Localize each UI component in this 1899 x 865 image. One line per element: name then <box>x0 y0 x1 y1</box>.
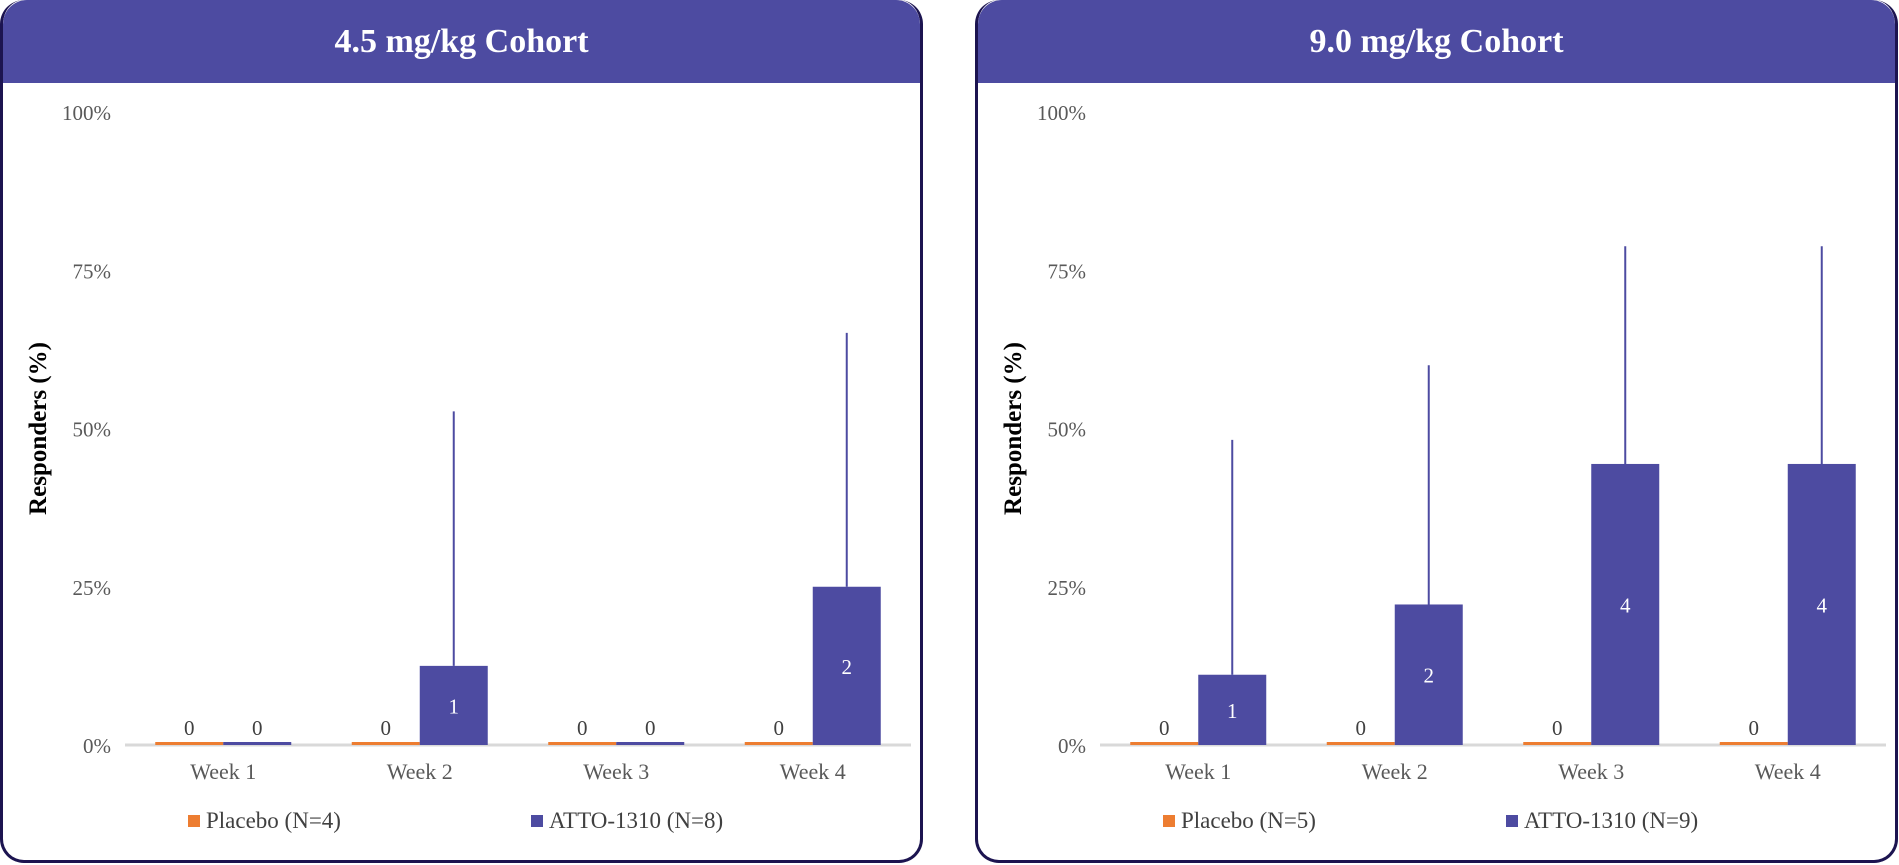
bar-treatment <box>1591 463 1660 745</box>
legend-item-placebo: Placebo (N=4) <box>188 808 341 834</box>
x-tick-label: Week 1 <box>1165 759 1231 784</box>
y-tick-label: 25% <box>1048 576 1087 600</box>
legend-item-treatment: ATTO-1310 (N=8) <box>531 808 723 834</box>
chart-title: 9.0 mg/kg Cohort <box>978 0 1895 83</box>
data-label: 0 <box>381 716 392 740</box>
data-label: 2 <box>1424 664 1435 688</box>
bar-placebo <box>1130 742 1199 745</box>
bar-placebo <box>744 742 813 745</box>
y-axis-title: Responders (%) <box>1000 342 1027 515</box>
legend-item-placebo: Placebo (N=5) <box>1163 808 1316 834</box>
y-tick-label: 50% <box>73 418 112 442</box>
y-tick-label: 50% <box>1048 418 1087 442</box>
bar-treatment <box>1198 674 1267 745</box>
data-label: 0 <box>774 716 785 740</box>
chart-title: 4.5 mg/kg Cohort <box>3 0 920 83</box>
x-tick-label: Week 4 <box>780 759 846 784</box>
data-label: 4 <box>1817 593 1828 617</box>
bar-placebo <box>351 742 420 745</box>
bar-treatment <box>223 742 292 745</box>
bar-treatment <box>419 665 488 745</box>
bar-placebo <box>1523 742 1592 745</box>
y-tick-label: 100% <box>62 101 111 125</box>
bar-treatment <box>812 586 881 745</box>
data-label: 0 <box>252 716 263 740</box>
bar-placebo <box>155 742 224 745</box>
legend-swatch-placebo <box>188 815 200 827</box>
bar-treatment <box>616 742 685 745</box>
legend-item-treatment: ATTO-1310 (N=9) <box>1506 808 1698 834</box>
bar-treatment <box>1394 604 1463 745</box>
data-label: 0 <box>1159 716 1170 740</box>
bar-placebo <box>1719 742 1788 745</box>
x-tick-label: Week 2 <box>387 759 453 784</box>
legend-label-treatment: ATTO-1310 (N=9) <box>1524 808 1699 833</box>
data-label: 0 <box>184 716 195 740</box>
chart-panel-right: 9.0 mg/kg Cohort Responders (%) 0% 25% 50% 7… <box>975 0 1898 863</box>
data-label: 0 <box>1356 716 1367 740</box>
legend-swatch-placebo <box>1163 815 1175 827</box>
y-tick-label: 100% <box>1037 101 1086 125</box>
data-label: 0 <box>1749 716 1760 740</box>
data-label: 0 <box>1552 716 1563 740</box>
chart-4-5-mgkg: Responders (%) 0% 25% 50% 75% 100% Week 1 0 0 Wee… <box>25 101 911 784</box>
legend-label-treatment: ATTO-1310 (N=8) <box>549 808 724 833</box>
legend-swatch-treatment <box>1506 815 1518 827</box>
bar-placebo <box>548 742 617 745</box>
chart-panel-left: 4.5 mg/kg Cohort Responders (%) 0% 25% 50% 7… <box>0 0 923 863</box>
bar-treatment <box>1787 463 1856 745</box>
x-tick-label: Week 1 <box>190 759 256 784</box>
legend-swatch-treatment <box>531 815 543 827</box>
data-label: 4 <box>1620 593 1631 617</box>
y-axis-title: Responders (%) <box>25 342 52 515</box>
bar-placebo <box>1326 742 1395 745</box>
x-tick-label: Week 2 <box>1362 759 1428 784</box>
x-tick-label: Week 4 <box>1755 759 1821 784</box>
x-tick-label: Week 3 <box>1558 759 1624 784</box>
y-tick-label: 0% <box>83 734 111 758</box>
y-tick-label: 75% <box>1048 259 1087 283</box>
x-tick-label: Week 3 <box>583 759 649 784</box>
data-label: 0 <box>577 716 588 740</box>
y-tick-label: 75% <box>73 259 112 283</box>
legend-label-placebo: Placebo (N=5) <box>1181 808 1316 833</box>
data-label: 2 <box>842 655 853 679</box>
chart-9-0-mgkg: Responders (%) 0% 25% 50% 75% 100% Week 1 0 1 Wee… <box>1000 101 1886 784</box>
data-label: 1 <box>1227 699 1238 723</box>
data-label: 0 <box>645 716 656 740</box>
y-tick-label: 25% <box>73 576 112 600</box>
data-label: 1 <box>449 694 460 718</box>
y-tick-label: 0% <box>1058 734 1086 758</box>
legend-label-placebo: Placebo (N=4) <box>206 808 341 833</box>
